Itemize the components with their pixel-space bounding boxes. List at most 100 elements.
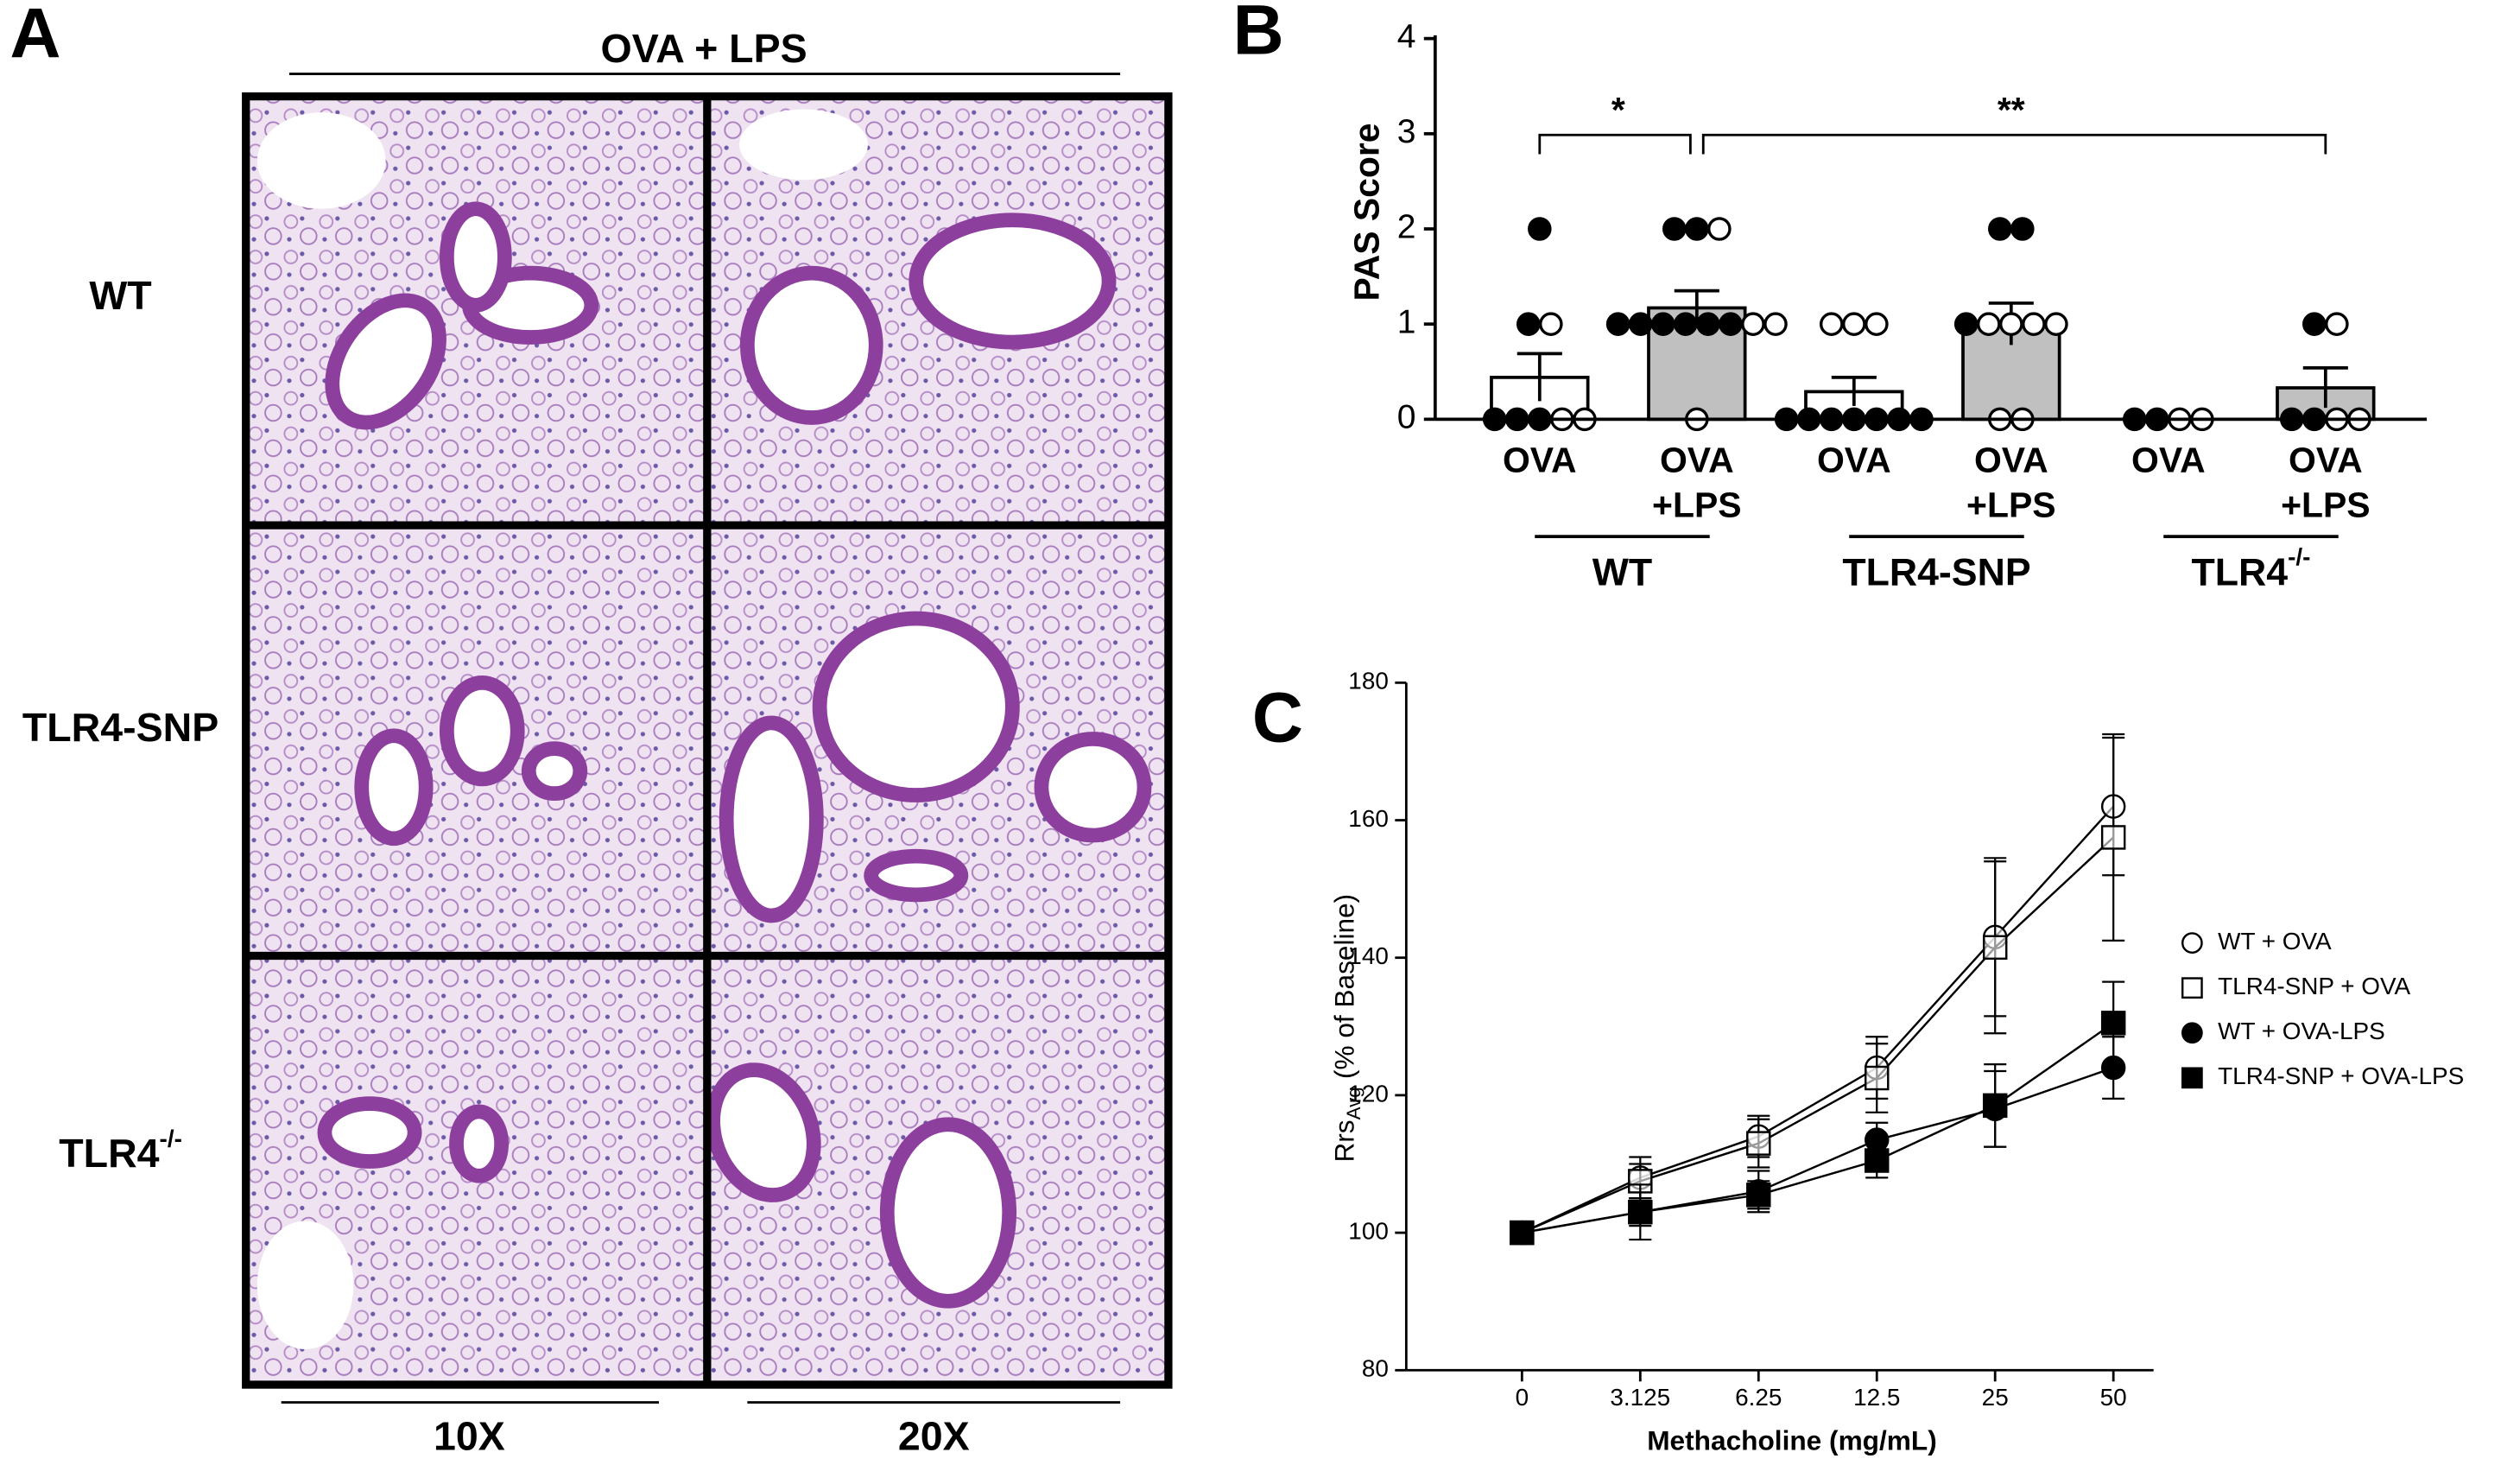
data-point — [1988, 217, 2012, 241]
x-tick-label: 50 — [2100, 1384, 2127, 1411]
row-label-text: TLR4-SNP — [22, 705, 218, 750]
data-point — [1516, 312, 1541, 336]
data-point — [1628, 1199, 1653, 1225]
x-tick-label: OVA +LPS — [2281, 440, 2370, 524]
data-point — [1650, 312, 1675, 336]
data-point — [2302, 312, 2327, 336]
data-point — [1976, 312, 2001, 336]
x-tick-label: OVA +LPS — [1652, 440, 1741, 524]
x-tick-label: 12.5 — [1853, 1384, 1900, 1411]
x-tick-line: +LPS — [2281, 485, 2370, 524]
data-point — [1999, 312, 2023, 336]
significance-bracket — [1701, 133, 2327, 155]
data-point — [1746, 1183, 1771, 1208]
y-tick-label: 3 — [1397, 113, 1416, 150]
data-point — [1528, 217, 1552, 241]
x-tick-label: OVA +LPS — [1966, 440, 2055, 524]
series-line — [1522, 1066, 2114, 1234]
column-label: 10X — [434, 1414, 505, 1459]
data-point — [1982, 1093, 2008, 1119]
data-point — [1953, 312, 1979, 336]
row-label-sup: -/- — [160, 1126, 182, 1152]
y-label-main: Rrs — [1329, 1119, 1360, 1162]
legend-label: WT + OVA — [2218, 928, 2332, 954]
data-point — [1628, 312, 1653, 336]
group-label: WT — [1592, 552, 1652, 594]
data-point — [1674, 312, 1698, 336]
data-point — [1605, 312, 1630, 336]
group-label-sup: -/- — [2288, 544, 2310, 571]
panel-label: B — [1233, 0, 1284, 70]
y-axis-label: RrsAvg (% of Baseline) — [1329, 894, 1364, 1163]
data-point — [1819, 312, 1844, 336]
group-label-text: TLR4-SNP — [1842, 552, 2030, 594]
row-label: TLR4-/- — [59, 1126, 182, 1176]
significance-bracket — [1538, 133, 1692, 155]
legend-label: TLR4-SNP + OVA-LPS — [2218, 1062, 2464, 1089]
y-tick-label: 100 — [1348, 1217, 1389, 1244]
significance-label: ** — [1998, 90, 2025, 130]
column-label: 20X — [898, 1414, 970, 1459]
data-point — [1865, 1148, 1890, 1173]
legend-marker — [2181, 1067, 2203, 1089]
panel-label: C — [1252, 678, 1303, 757]
x-tick-label: 0 — [1516, 1384, 1529, 1411]
panel-label: A — [9, 0, 60, 73]
x-tick-label: 3.125 — [1610, 1384, 1670, 1411]
x-tick-label: OVA — [2131, 440, 2206, 479]
x-tick-line: OVA — [1974, 440, 2048, 479]
data-point — [2022, 312, 2046, 336]
x-tick-line: OVA — [2131, 440, 2206, 479]
row-label-text: TLR4 — [59, 1131, 159, 1176]
data-point — [2100, 1011, 2126, 1036]
y-tick-label: 4 — [1397, 18, 1416, 55]
x-tick-line: OVA — [1660, 440, 1734, 479]
panel-title: OVA + LPS — [601, 26, 807, 71]
group-label: TLR4-SNP — [1842, 552, 2030, 594]
y-tick-label: 160 — [1348, 805, 1389, 832]
data-point — [1741, 312, 1765, 336]
data-point — [1707, 217, 1732, 241]
group-label: TLR4-/- — [2192, 544, 2311, 594]
data-point — [1662, 217, 1687, 241]
series-line — [1522, 1022, 2114, 1234]
legend-marker — [2181, 977, 2203, 999]
group-label-text: WT — [1592, 552, 1652, 594]
row-label: WT — [89, 273, 151, 318]
y-tick-label: 140 — [1348, 942, 1389, 969]
data-point — [2044, 312, 2068, 336]
row-label-text: WT — [89, 273, 151, 318]
legend-label: WT + OVA-LPS — [2218, 1018, 2385, 1044]
data-point — [1842, 312, 1866, 336]
series-line — [1521, 805, 2115, 1234]
y-label-suffix: (% of Baseline) — [1329, 894, 1360, 1079]
x-tick-line: +LPS — [1966, 485, 2055, 524]
data-point — [2325, 312, 2349, 336]
data-point — [1719, 312, 1743, 336]
data-point — [1763, 312, 1788, 336]
data-point — [2100, 825, 2126, 850]
y-tick-label: 2 — [1397, 208, 1416, 245]
y-tick-label: 180 — [1348, 668, 1389, 694]
data-point — [1982, 935, 2008, 961]
x-axis-label: Methacholine (mg/mL) — [1647, 1424, 1937, 1455]
x-tick-line: OVA — [1503, 440, 1577, 479]
y-tick-label: 120 — [1348, 1080, 1389, 1107]
x-tick-label: 25 — [1982, 1384, 2009, 1411]
legend-marker — [2181, 932, 2203, 954]
y-tick-label: 80 — [1362, 1355, 1389, 1382]
significance-label: * — [1611, 90, 1625, 130]
data-point — [1746, 1131, 1771, 1156]
data-point — [1865, 312, 1889, 336]
x-tick-line: OVA — [2289, 440, 2363, 479]
legend-label: TLR4-SNP + OVA — [2218, 973, 2410, 999]
y-tick-label: 1 — [1397, 304, 1416, 341]
series-line — [1521, 836, 2114, 1234]
histology-panel: A OVA + LPS 10X 20X WT TLR4-SNP TLR4-/- — [9, 0, 1173, 1459]
data-point — [2010, 217, 2035, 241]
data-point — [1685, 217, 1709, 241]
legend-marker — [2181, 1022, 2203, 1044]
group-label-text: TLR4 — [2192, 552, 2289, 594]
data-point — [1696, 312, 1720, 336]
